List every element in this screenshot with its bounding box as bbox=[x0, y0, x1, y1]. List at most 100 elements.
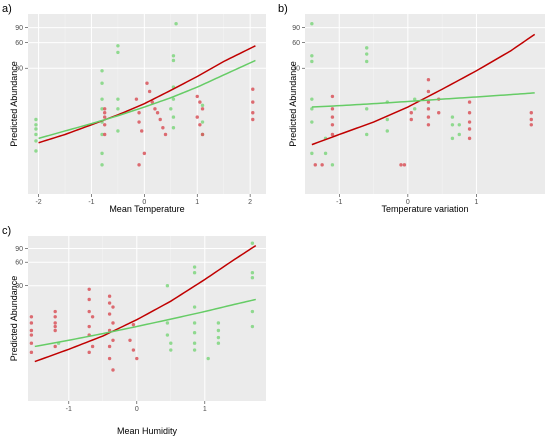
data-point-green bbox=[323, 151, 328, 156]
data-point-red bbox=[102, 132, 107, 137]
data-point-red bbox=[195, 115, 199, 119]
data-point-green bbox=[34, 123, 38, 127]
data-point-green bbox=[192, 330, 197, 335]
data-point-red bbox=[161, 126, 165, 130]
data-point-red bbox=[137, 111, 141, 115]
data-point-green bbox=[34, 127, 38, 131]
data-point-red bbox=[131, 348, 136, 352]
y-tick-label: 60 bbox=[15, 40, 23, 47]
data-point-red bbox=[200, 107, 205, 111]
data-point-red bbox=[251, 117, 255, 122]
data-point-green bbox=[385, 117, 389, 122]
y-tick-label: 60 bbox=[15, 260, 23, 267]
data-point-red bbox=[90, 344, 95, 349]
data-point-green bbox=[100, 163, 104, 167]
x-tick-label: 1 bbox=[195, 199, 199, 206]
data-point-red bbox=[87, 309, 91, 314]
data-point-red bbox=[330, 94, 335, 99]
data-point-red bbox=[53, 344, 57, 349]
data-point-green bbox=[310, 120, 314, 124]
data-point-red bbox=[111, 368, 115, 372]
data-point-red bbox=[29, 315, 34, 319]
panel-label: c) bbox=[2, 225, 11, 237]
data-point-red bbox=[87, 324, 91, 329]
x-tick-label: -2 bbox=[35, 199, 41, 206]
data-point-green bbox=[100, 151, 104, 156]
data-point-red bbox=[402, 163, 407, 167]
data-point-red bbox=[111, 321, 115, 325]
panel-label: b) bbox=[278, 3, 288, 15]
data-point-green bbox=[116, 107, 120, 111]
x-tick-label: -1 bbox=[66, 406, 72, 413]
panel-c: -1 0 1 30 60 90 Mean Humidity Predicted Abundan… bbox=[2, 225, 266, 436]
data-point-green bbox=[216, 328, 221, 333]
data-point-green bbox=[34, 117, 38, 122]
data-point-red bbox=[529, 117, 533, 122]
data-point-green bbox=[365, 59, 369, 64]
data-point-green bbox=[192, 271, 197, 275]
data-point-red bbox=[426, 89, 431, 94]
data-point-red bbox=[29, 341, 34, 345]
data-point-red bbox=[145, 81, 149, 85]
data-point-red bbox=[198, 100, 202, 104]
panel-a: -2 -1 0 1 2 30 60 90 Mean Temperature Predicted A… bbox=[2, 3, 266, 214]
data-point-green bbox=[171, 58, 176, 63]
data-point-red bbox=[426, 100, 431, 104]
plot-background bbox=[28, 236, 266, 401]
x-tick-label: 1 bbox=[203, 406, 207, 413]
data-point-green bbox=[171, 126, 176, 130]
data-point-green bbox=[413, 97, 417, 101]
data-point-green bbox=[171, 54, 176, 58]
data-point-green bbox=[100, 107, 104, 111]
data-point-green bbox=[116, 50, 120, 55]
data-point-red bbox=[90, 315, 95, 319]
data-point-red bbox=[135, 356, 139, 361]
data-point-green bbox=[250, 275, 255, 280]
data-point-red bbox=[142, 151, 147, 156]
data-point-red bbox=[131, 322, 136, 327]
data-point-red bbox=[320, 163, 324, 167]
y-tick-label: 30 bbox=[292, 66, 300, 73]
data-point-red bbox=[426, 77, 431, 82]
data-point-green bbox=[310, 97, 314, 101]
data-point-green bbox=[250, 309, 255, 314]
fit-curve-red bbox=[34, 244, 257, 363]
data-point-red bbox=[251, 87, 255, 91]
data-point-green bbox=[100, 97, 104, 101]
data-point-green bbox=[216, 321, 221, 325]
data-point-green bbox=[100, 81, 104, 85]
data-point-red bbox=[330, 115, 335, 119]
data-point-red bbox=[467, 120, 472, 124]
data-point-green bbox=[34, 132, 38, 137]
data-point-red bbox=[529, 111, 533, 115]
data-point-red bbox=[53, 321, 57, 325]
data-point-green bbox=[413, 107, 417, 111]
data-point-red bbox=[53, 315, 57, 319]
data-point-green bbox=[34, 149, 38, 153]
data-point-red bbox=[409, 111, 413, 115]
y-tick-label: 60 bbox=[292, 40, 300, 47]
data-point-green bbox=[310, 107, 314, 111]
data-point-red bbox=[399, 163, 403, 167]
data-point-green bbox=[450, 115, 455, 119]
data-point-red bbox=[107, 294, 112, 298]
x-tick-label: -1 bbox=[336, 199, 342, 206]
x-axis-title: Mean Temperature bbox=[109, 204, 184, 214]
data-point-red bbox=[330, 123, 335, 127]
data-point-green bbox=[365, 107, 369, 111]
data-point-red bbox=[195, 94, 199, 99]
x-tick-label: -1 bbox=[88, 199, 94, 206]
data-point-green bbox=[250, 324, 255, 329]
y-tick-label: 90 bbox=[15, 25, 23, 32]
data-point-red bbox=[29, 321, 34, 325]
fit-curve-green bbox=[311, 92, 535, 108]
data-point-red bbox=[107, 301, 112, 305]
data-point-green bbox=[192, 265, 197, 269]
data-point-green bbox=[310, 54, 314, 58]
data-point-red bbox=[87, 350, 91, 355]
data-point-red bbox=[111, 338, 115, 342]
data-point-green bbox=[216, 335, 221, 340]
data-point-green bbox=[457, 123, 461, 127]
data-point-red bbox=[426, 107, 431, 111]
